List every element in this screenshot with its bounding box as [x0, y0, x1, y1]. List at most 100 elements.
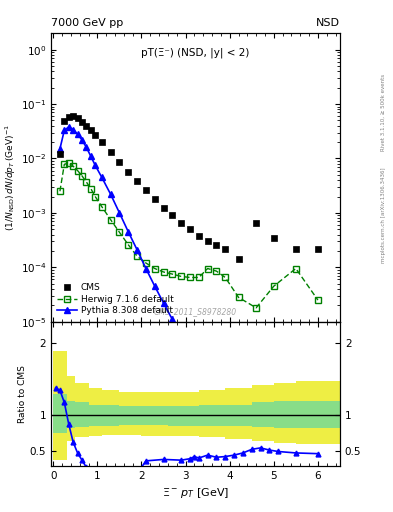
CMS — [179, 220, 184, 226]
CMS — [196, 232, 201, 239]
Pythia 8.308 default — [272, 418, 276, 424]
Text: NSD: NSD — [316, 18, 340, 28]
CMS — [272, 234, 276, 241]
CMS — [236, 257, 241, 263]
X-axis label: $\Xi^-\,p_T$ [GeV]: $\Xi^-\,p_T$ [GeV] — [162, 486, 229, 500]
Pythia 8.308 default — [152, 283, 157, 289]
CMS — [117, 159, 122, 165]
Pythia 8.308 default — [236, 395, 241, 401]
CMS — [294, 246, 298, 252]
Herwig 7.1.6 default — [214, 268, 219, 274]
Pythia 8.308 default — [179, 333, 184, 339]
CMS — [66, 114, 71, 120]
Herwig 7.1.6 default — [143, 260, 148, 266]
Pythia 8.308 default — [316, 429, 320, 435]
Pythia 8.308 default — [93, 162, 97, 168]
Text: Rivet 3.1.10, ≥ 500k events: Rivet 3.1.10, ≥ 500k events — [381, 74, 386, 151]
Herwig 7.1.6 default — [108, 217, 113, 223]
CMS — [93, 132, 97, 138]
CMS — [135, 178, 140, 184]
Herwig 7.1.6 default — [71, 163, 75, 169]
Herwig 7.1.6 default — [117, 229, 122, 236]
Herwig 7.1.6 default — [161, 269, 166, 275]
Pythia 8.308 default — [57, 146, 62, 152]
Pythia 8.308 default — [214, 377, 219, 383]
Pythia 8.308 default — [223, 385, 228, 391]
Pythia 8.308 default — [143, 265, 148, 271]
Pythia 8.308 default — [294, 428, 298, 434]
Herwig 7.1.6 default — [84, 179, 89, 185]
Herwig 7.1.6 default — [254, 305, 259, 311]
Herwig 7.1.6 default — [170, 271, 175, 277]
Herwig 7.1.6 default — [88, 185, 93, 191]
Text: mcplots.cern.ch [arXiv:1306.3436]: mcplots.cern.ch [arXiv:1306.3436] — [381, 167, 386, 263]
Pythia 8.308 default — [161, 300, 166, 306]
Text: CMS_2011_S8978280: CMS_2011_S8978280 — [154, 307, 237, 316]
CMS — [126, 168, 130, 175]
CMS — [254, 220, 259, 226]
Pythia 8.308 default — [170, 316, 175, 323]
Herwig 7.1.6 default — [62, 161, 67, 167]
CMS — [205, 238, 210, 244]
CMS — [99, 139, 104, 145]
Herwig 7.1.6 default — [272, 283, 276, 289]
CMS — [187, 226, 192, 232]
Herwig 7.1.6 default — [126, 242, 130, 248]
Pythia 8.308 default — [62, 127, 67, 133]
Herwig 7.1.6 default — [80, 173, 84, 179]
Herwig 7.1.6 default — [294, 265, 298, 271]
Legend: CMS, Herwig 7.1.6 default, Pythia 8.308 default: CMS, Herwig 7.1.6 default, Pythia 8.308 … — [55, 281, 175, 317]
Pythia 8.308 default — [108, 191, 113, 197]
CMS — [57, 151, 62, 157]
Herwig 7.1.6 default — [75, 167, 80, 174]
Herwig 7.1.6 default — [57, 188, 62, 195]
Pythia 8.308 default — [205, 369, 210, 375]
Herwig 7.1.6 default — [135, 253, 140, 259]
Herwig 7.1.6 default — [236, 294, 241, 301]
Pythia 8.308 default — [117, 210, 122, 216]
CMS — [62, 118, 67, 124]
Pythia 8.308 default — [71, 126, 75, 133]
Herwig 7.1.6 default — [316, 297, 320, 303]
Pythia 8.308 default — [75, 131, 80, 137]
Herwig 7.1.6 default — [196, 274, 201, 281]
CMS — [152, 196, 157, 202]
CMS — [88, 127, 93, 133]
Y-axis label: Ratio to CMS: Ratio to CMS — [18, 365, 27, 423]
CMS — [84, 123, 89, 130]
Pythia 8.308 default — [196, 359, 201, 365]
CMS — [170, 212, 175, 219]
CMS — [161, 204, 166, 210]
Line: Pythia 8.308 default: Pythia 8.308 default — [57, 124, 321, 435]
Herwig 7.1.6 default — [205, 265, 210, 271]
CMS — [108, 149, 113, 155]
Pythia 8.308 default — [187, 347, 192, 353]
Pythia 8.308 default — [80, 137, 84, 143]
CMS — [80, 119, 84, 125]
Herwig 7.1.6 default — [152, 265, 157, 271]
CMS — [214, 242, 219, 248]
Herwig 7.1.6 default — [93, 194, 97, 200]
Pythia 8.308 default — [66, 124, 71, 130]
Pythia 8.308 default — [126, 229, 130, 235]
Pythia 8.308 default — [88, 153, 93, 159]
CMS — [75, 115, 80, 121]
Text: 7000 GeV pp: 7000 GeV pp — [51, 18, 123, 28]
Y-axis label: $(1/N_\mathsf{NSD})\,dN/dp_T\,(\mathsf{GeV})^{-1}$: $(1/N_\mathsf{NSD})\,dN/dp_T\,(\mathsf{G… — [4, 124, 18, 231]
Herwig 7.1.6 default — [66, 160, 71, 166]
Pythia 8.308 default — [135, 247, 140, 253]
Line: CMS: CMS — [57, 113, 321, 263]
CMS — [71, 113, 75, 119]
Line: Herwig 7.1.6 default: Herwig 7.1.6 default — [57, 160, 321, 311]
CMS — [316, 246, 320, 252]
Text: pT(Ξ⁻) (NSD, |y| < 2): pT(Ξ⁻) (NSD, |y| < 2) — [141, 48, 250, 58]
CMS — [143, 187, 148, 194]
Pythia 8.308 default — [84, 144, 89, 151]
Pythia 8.308 default — [254, 407, 259, 413]
CMS — [223, 246, 228, 252]
Pythia 8.308 default — [99, 174, 104, 180]
Herwig 7.1.6 default — [179, 273, 184, 280]
Herwig 7.1.6 default — [187, 274, 192, 281]
Herwig 7.1.6 default — [223, 274, 228, 281]
Herwig 7.1.6 default — [99, 204, 104, 210]
